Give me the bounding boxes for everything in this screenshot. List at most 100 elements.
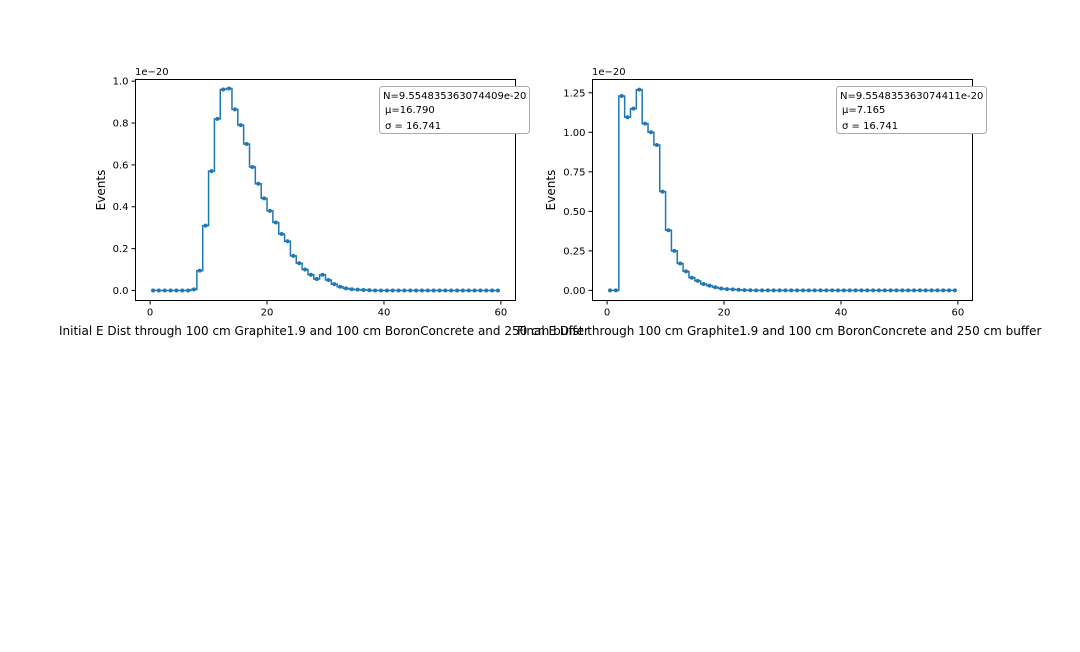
data-point <box>952 288 957 293</box>
data-point <box>203 223 208 228</box>
data-point <box>414 288 419 293</box>
data-point <box>437 288 442 293</box>
data-point <box>262 196 267 201</box>
data-point <box>754 288 759 293</box>
y-ticks: 0.0 0.2 0.4 0.6 0.8 1.0 <box>113 77 136 297</box>
data-point <box>613 288 618 293</box>
data-point <box>379 288 384 293</box>
data-point <box>748 288 753 293</box>
data-point <box>408 288 413 293</box>
y-offset-label: 1e−20 <box>135 67 169 78</box>
data-point <box>361 288 366 293</box>
data-point <box>871 288 876 293</box>
data-point <box>742 288 747 293</box>
x-ticks: 0 20 40 60 <box>147 300 508 319</box>
data-point <box>783 288 788 293</box>
data-point <box>285 239 290 244</box>
data-point <box>186 288 191 293</box>
data-point <box>478 288 483 293</box>
data-point <box>273 220 278 225</box>
x-tick-label: 20 <box>261 308 274 319</box>
data-point <box>935 288 940 293</box>
data-point <box>297 261 302 266</box>
data-point <box>308 272 313 277</box>
data-point <box>472 288 477 293</box>
y-tick-label: 0.8 <box>113 119 129 130</box>
data-point <box>847 288 852 293</box>
data-point <box>760 288 765 293</box>
data-point <box>806 288 811 293</box>
legend-line-sigma: σ = 16.741 <box>385 121 441 132</box>
data-point <box>215 116 220 121</box>
data-point <box>795 288 800 293</box>
data-point <box>162 288 167 293</box>
data-point <box>443 288 448 293</box>
data-point <box>684 269 689 274</box>
data-point <box>830 288 835 293</box>
data-point <box>349 287 354 292</box>
data-point <box>174 288 179 293</box>
stats-legend: N=9.554835363074409e-20 μ=16.790 σ = 16.… <box>379 86 530 134</box>
data-point <box>625 115 630 120</box>
data-point <box>841 288 846 293</box>
data-point <box>631 106 636 111</box>
data-point <box>227 86 232 91</box>
data-point <box>238 123 243 128</box>
data-point <box>818 288 823 293</box>
data-point <box>180 288 185 293</box>
data-point <box>466 288 471 293</box>
data-point <box>291 253 296 258</box>
data-point <box>812 288 817 293</box>
x-axis-label: Final E Dist through 100 cm Graphite1.9 … <box>517 324 1041 338</box>
data-point <box>678 261 683 266</box>
x-axis-label: Initial E Dist through 100 cm Graphite1.… <box>59 324 589 338</box>
y-axis-label: Events <box>94 170 108 211</box>
data-point <box>824 288 829 293</box>
x-tick-label: 0 <box>604 308 610 319</box>
data-point <box>736 287 741 292</box>
data-point <box>666 228 671 233</box>
y-tick-label: 0.00 <box>563 286 585 297</box>
data-point <box>876 288 881 293</box>
data-point <box>836 288 841 293</box>
y-tick-label: 0.4 <box>113 202 129 213</box>
data-point <box>460 288 465 293</box>
data-point <box>244 141 249 146</box>
y-tick-label: 0.25 <box>563 246 585 257</box>
y-tick-label: 0.6 <box>113 160 129 171</box>
data-point <box>326 277 331 282</box>
x-tick-label: 60 <box>495 308 508 319</box>
data-point <box>449 288 454 293</box>
y-tick-label: 1.00 <box>563 128 585 139</box>
data-point <box>343 286 348 291</box>
axes-frame <box>592 79 973 301</box>
x-tick-label: 40 <box>378 308 391 319</box>
data-point <box>402 288 407 293</box>
y-tick-label: 0.0 <box>113 286 129 297</box>
data-point <box>654 142 659 147</box>
data-point <box>701 282 706 287</box>
y-tick-label: 1.0 <box>113 77 129 88</box>
x-tick-label: 40 <box>835 308 848 319</box>
legend-line-mu: μ=16.790 <box>385 105 435 116</box>
y-tick-label: 0.75 <box>563 167 585 178</box>
data-point <box>151 288 156 293</box>
legend-line-n: N=9.554835363074411e-20 <box>840 91 983 102</box>
data-point <box>888 288 893 293</box>
data-point <box>765 288 770 293</box>
data-point <box>221 87 226 92</box>
legend-line-mu: μ=7.165 <box>842 105 885 116</box>
chart-initial-e-dist: 1e−20 Events 0.00.20.40.60.81.0 0 20 40 60 … <box>59 67 589 338</box>
data-point <box>232 107 237 112</box>
data-point <box>495 288 500 293</box>
data-point <box>900 288 905 293</box>
series-points <box>608 87 957 293</box>
x-tick-label: 0 <box>147 308 153 319</box>
data-point <box>941 288 946 293</box>
legend-line-sigma: σ = 16.741 <box>842 121 898 132</box>
data-point <box>197 268 202 273</box>
data-point <box>707 283 712 288</box>
chart-final-e-dist: 1e−20 Events 0.00 0.25 0.50 0.75 1.00 1.25 0 2… <box>517 67 1041 338</box>
